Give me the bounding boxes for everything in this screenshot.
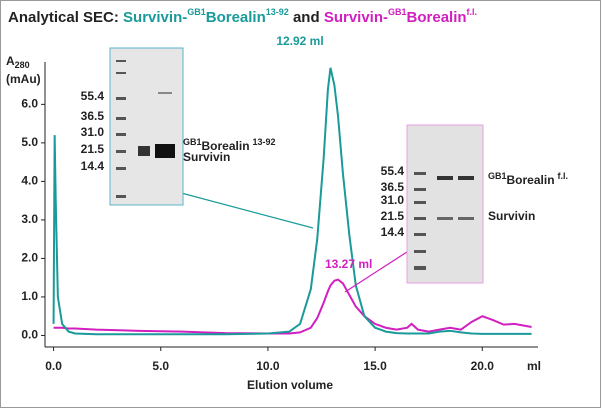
title-part: and [293,9,320,26]
y-tick-label: 5.0 [21,135,38,149]
y-tick-label: 3.0 [21,212,38,226]
marker-label: 21.5 [81,142,105,156]
x-tick-label: 15.0 [363,359,387,373]
title-part: Borealin [407,9,467,26]
title-sup: GB1 [388,7,407,17]
y-tick-label: 6.0 [21,97,38,111]
inset-label-part: 13-92 [253,137,276,147]
inset-label: GB1Borealin f.l. [488,171,568,187]
title-sup: GB1 [187,7,206,17]
marker-label: 36.5 [81,109,105,123]
inset-label-part: Borealin [507,173,555,187]
gel-inset [109,47,314,229]
marker-label: 31.0 [381,193,405,207]
marker-label: 14.4 [81,159,105,173]
inset-label-part: GB1 [183,137,202,147]
annotation: 12.92 ml [276,34,323,48]
inset-label: Survivin [183,150,230,164]
series-line [53,278,532,335]
title-sup: 13-92 [266,7,289,17]
y-tick-label: 1.0 [21,289,38,303]
inset-label: GB1Borealin 13-92 [183,137,276,153]
inset-label: Survivin [488,209,535,223]
marker-label: 55.4 [81,89,105,103]
title-part: Survivin- [324,9,388,26]
x-tick-label: 20.0 [471,359,495,373]
inset-label-part: GB1 [488,171,507,181]
series-line [52,67,532,336]
title-sup: f.l. [467,7,478,17]
marker-label: 21.5 [381,209,405,223]
y-tick-label: 4.0 [21,174,38,188]
marker-label: 14.4 [381,225,405,239]
y-axis-label: A280 [6,54,30,70]
x-tick-label: 10.0 [256,359,280,373]
marker-label: 31.0 [81,125,105,139]
y-tick-label: 2.0 [21,251,38,265]
x-axis-label: Elution volume [247,378,333,392]
x-tick-label: 5.0 [152,359,169,373]
chart-title: Analytical SEC: Survivin-GB1Borealin13-9… [8,4,477,26]
y-tick-label: 0.0 [21,328,38,342]
plot: 0.0 1.0 2.0 3.0 4.0 5.0 6.0 0.0 5.0 10.0 15.0 20.0 [21,62,538,373]
annotation: 13.27 ml [325,257,372,271]
y-axis-unit: (mAu) [6,72,41,86]
title-part: Analytical SEC: [8,9,119,26]
title-part: Borealin [206,9,266,26]
marker-label: 36.5 [381,180,405,194]
x-axis-unit: ml [527,359,541,373]
x-tick-label: 0.0 [45,359,62,373]
marker-label: 55.4 [381,164,405,178]
gel-inset [344,124,484,293]
inset-label-part: f.l. [558,171,569,181]
inset-label-part: Borealin [202,139,250,153]
title-part: Survivin- [123,9,187,26]
